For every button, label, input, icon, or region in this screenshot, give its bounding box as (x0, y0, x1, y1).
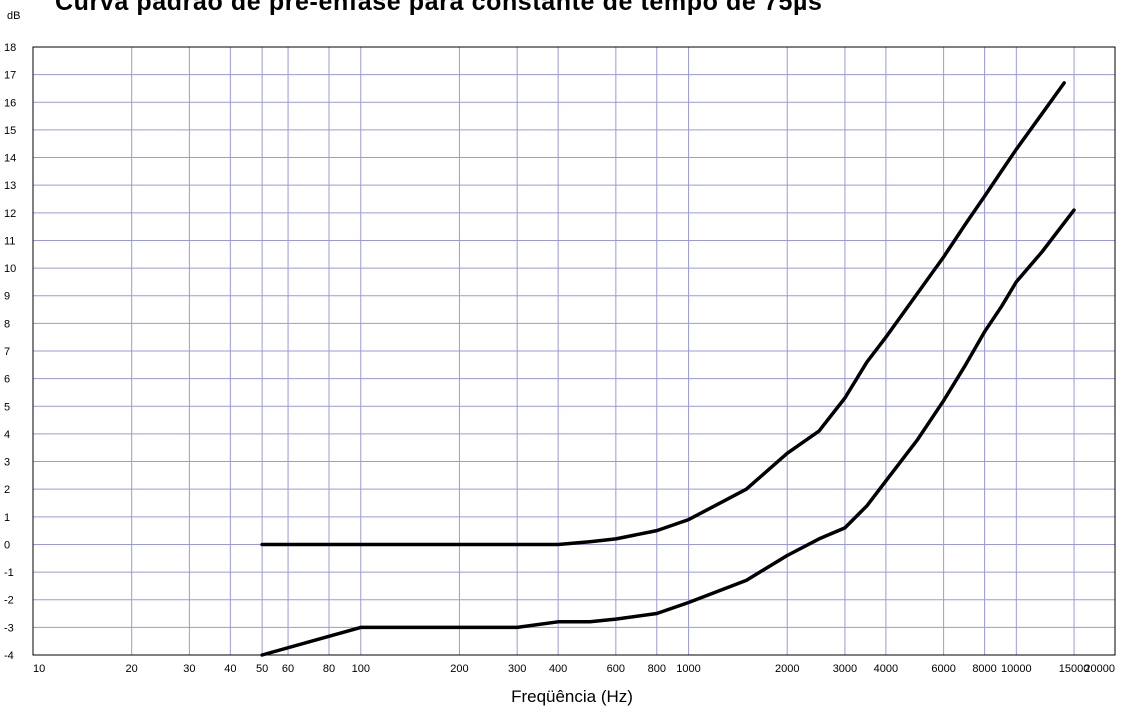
y-tick-label: 8 (4, 318, 10, 330)
y-tick-label: 14 (4, 153, 16, 165)
series-line-1 (260, 81, 1066, 547)
x-tick-label: 100 (352, 663, 370, 675)
y-tick-label: 17 (4, 70, 16, 82)
x-tick-label: 50 (256, 663, 268, 675)
y-tick-label: -3 (4, 622, 14, 634)
chart-title: Curva padrão de pré-ênfase para constant… (55, 0, 823, 16)
y-tick-label: 4 (4, 429, 10, 441)
x-tick-label: 10000 (1001, 663, 1032, 675)
x-tick-label: 2000 (775, 663, 799, 675)
y-tick-label: 16 (4, 97, 16, 109)
x-tick-label: 800 (648, 663, 666, 675)
y-tick-label: 12 (4, 208, 16, 220)
y-tick-label: 10 (4, 263, 16, 275)
x-tick-label: 1000 (676, 663, 700, 675)
y-tick-label: 15 (4, 125, 16, 137)
y-tick-label: 3 (4, 457, 10, 469)
y-tick-label: 13 (4, 180, 16, 192)
y-tick-label: 9 (4, 291, 10, 303)
x-tick-label: 600 (607, 663, 625, 675)
x-tick-label: 60 (282, 663, 294, 675)
x-tick-label: 15000 (1059, 663, 1090, 675)
x-tick-label: 200 (450, 663, 468, 675)
plot-frame (32, 46, 1116, 656)
y-tick-label: 6 (4, 374, 10, 386)
y-tick-label: -4 (4, 650, 14, 662)
x-tick-label: 30 (183, 663, 195, 675)
y-axis-label: dB (7, 10, 21, 22)
horizontal-gridlines (33, 46, 1115, 656)
y-tick-label: 18 (4, 42, 16, 54)
y-tick-label: 2 (4, 484, 10, 496)
x-tick-label: 6000 (931, 663, 955, 675)
x-tick-label: 4000 (874, 663, 898, 675)
series-line-2 (260, 208, 1076, 657)
y-tick-label: 5 (4, 401, 10, 413)
y-tick-label: 11 (4, 235, 15, 247)
x-tick-label: 40 (224, 663, 236, 675)
y-tick-label: -1 (4, 567, 14, 579)
x-tick-label: 400 (549, 663, 567, 675)
x-tick-label: 300 (508, 663, 526, 675)
y-tick-label: -2 (4, 595, 14, 607)
x-tick-label: 10 (33, 663, 45, 675)
x-tick-label: 20 (126, 663, 138, 675)
x-tick-label: 3000 (833, 663, 857, 675)
x-tick-label: 80 (323, 663, 335, 675)
x-tick-label: 20000 (1084, 663, 1115, 675)
y-tick-label: 7 (4, 346, 10, 358)
series-layer (260, 81, 1076, 657)
x-tick-label: 8000 (972, 663, 996, 675)
y-tick-label: 0 (4, 539, 10, 551)
x-tick-labels: 10 20 30 40 50 60 80 100 200 300 400 600 800 1000 2000… (33, 663, 1115, 675)
x-axis-label: Freqüência (Hz) (511, 687, 633, 706)
y-tick-label: 1 (4, 512, 10, 524)
